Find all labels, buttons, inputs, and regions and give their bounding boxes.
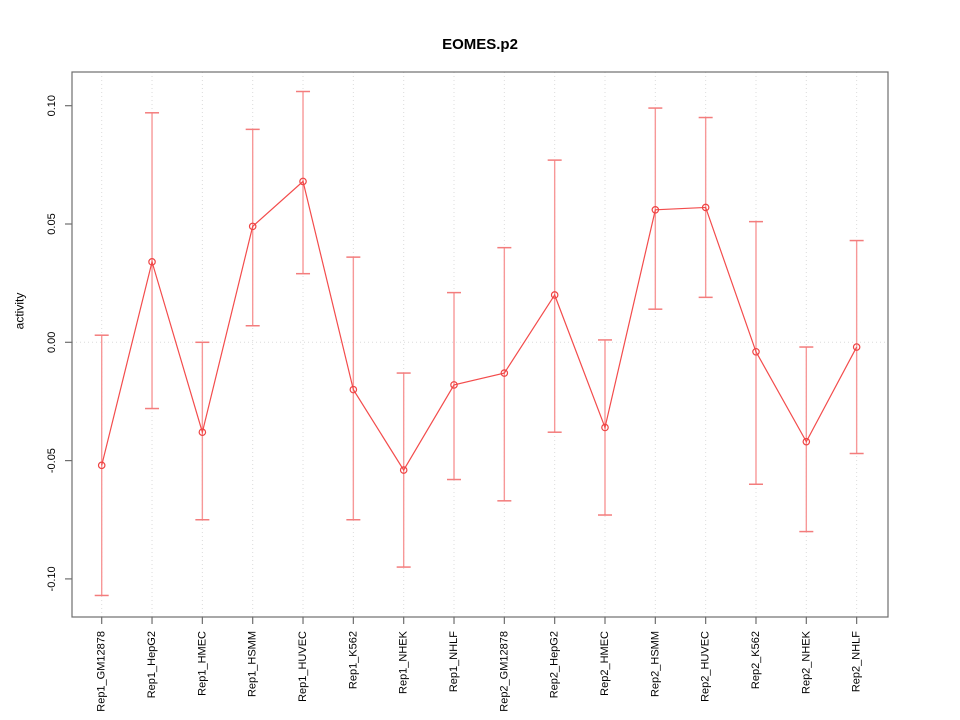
- x-tick-label: Rep2_HepG2: [549, 631, 561, 698]
- x-tick-label: Rep1_NHEK: [398, 630, 410, 694]
- data-point: [852, 343, 861, 351]
- data-point: [299, 177, 307, 186]
- x-tick-label: Rep2_HUVEC: [700, 631, 712, 702]
- data-point: [601, 423, 609, 432]
- data-point: [752, 347, 760, 356]
- data-point: [701, 203, 710, 212]
- y-tick-label: 0.00: [46, 332, 58, 353]
- data-point: [651, 206, 660, 214]
- data-point: [500, 369, 509, 377]
- x-tick-label: Rep1_GM12878: [96, 631, 108, 712]
- data-point: [450, 381, 458, 389]
- x-tick-label: Rep2_NHEK: [800, 630, 812, 694]
- data-point: [198, 428, 207, 437]
- x-tick-label: Rep1_HepG2: [146, 631, 158, 698]
- x-tick-label: Rep1_HUVEC: [297, 631, 309, 702]
- chart-title: EOMES.p2: [442, 36, 518, 53]
- data-point: [248, 222, 257, 231]
- x-tick-label: Rep2_HSMM: [649, 631, 661, 697]
- x-tick-label: Rep1_K562: [347, 631, 359, 689]
- x-tick-label: Rep1_NHLF: [448, 631, 460, 692]
- x-tick-label: Rep2_GM12878: [498, 631, 510, 712]
- x-tick-label: Rep1_HSMM: [247, 631, 259, 697]
- data-point: [148, 258, 156, 266]
- y-tick-label: -0.05: [46, 448, 58, 473]
- x-tick-label: Rep2_NHLF: [851, 631, 863, 692]
- y-tick-label: 0.05: [46, 213, 58, 234]
- series-line: [101, 180, 858, 472]
- data-point: [349, 385, 358, 394]
- x-tick-label: Rep2_K562: [750, 631, 762, 689]
- y-tick-label: 0.10: [46, 95, 58, 116]
- data-point: [97, 461, 106, 470]
- x-tick-label: Rep2_HMEC: [599, 631, 611, 696]
- y-tick-label: -0.10: [46, 566, 58, 591]
- data-point: [399, 466, 408, 474]
- x-tick-label: Rep1_HMEC: [196, 631, 208, 696]
- plot-frame: [71, 71, 889, 618]
- data-point: [550, 291, 559, 299]
- data-point: [802, 437, 811, 446]
